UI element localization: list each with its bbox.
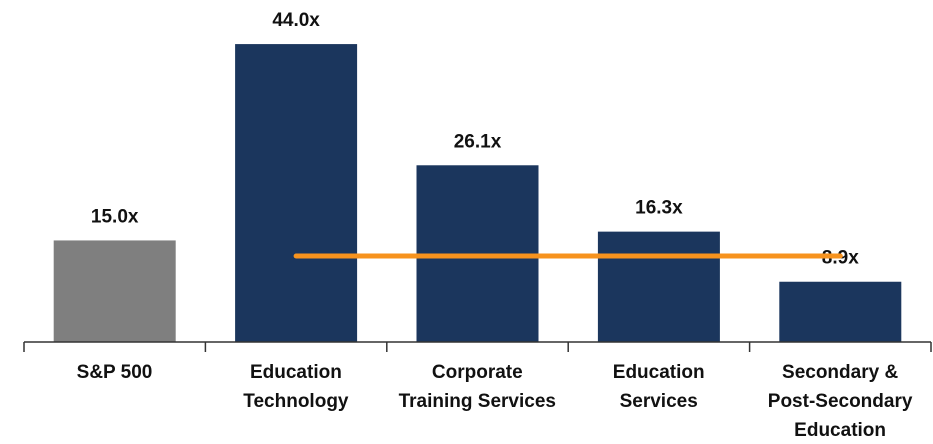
bar <box>597 231 720 342</box>
bar <box>235 44 358 342</box>
x-tick-label: Education Services <box>612 362 705 412</box>
x-tick-label: S&P 500 <box>76 362 153 383</box>
x-tick-label: Education Technology <box>243 362 349 412</box>
bar <box>53 240 176 342</box>
value-label: 44.0x <box>272 10 320 31</box>
value-label: 15.0x <box>91 206 139 227</box>
x-tick-label: Secondary & Post-Secondary Education <box>767 362 913 441</box>
value-label: 16.3x <box>635 198 683 219</box>
x-tick-label: Corporate Training Services <box>398 362 556 412</box>
bar <box>779 281 902 342</box>
value-label: 26.1x <box>454 131 502 152</box>
